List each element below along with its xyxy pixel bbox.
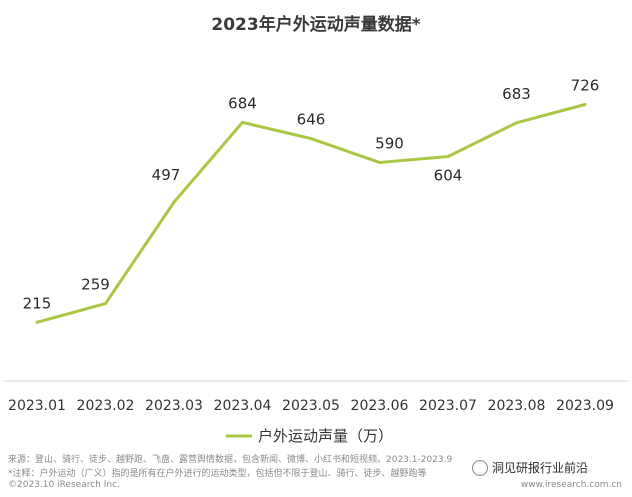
x-tick-label: 2023.09 (556, 398, 614, 414)
data-point (172, 200, 176, 204)
series-group: 215 259 497 684 646 590 604 683 726 (23, 76, 600, 324)
data-point (446, 154, 450, 158)
source-note: 来源：登山、骑行、徒步、越野跑、飞盘、露营舆情数据，包含新闻、微博、小红书和短视… (8, 455, 453, 465)
x-tick-label: 2023.05 (282, 398, 340, 414)
legend: 户外运动声量（万） (226, 427, 393, 445)
data-label: 497 (152, 166, 181, 184)
legend-label: 户外运动声量（万） (258, 427, 393, 445)
x-tick-label: 2023.04 (214, 398, 272, 414)
chart-title: 2023年户外运动声量数据* (211, 15, 421, 35)
x-tick-label: 2023.03 (145, 398, 203, 414)
copyright-note: ©2023.10 iResearch Inc. (8, 480, 120, 490)
data-label: 684 (228, 94, 257, 112)
data-point (583, 102, 587, 106)
x-tick-label: 2023.07 (419, 398, 477, 414)
data-label: 590 (375, 134, 404, 152)
data-point (378, 160, 381, 164)
data-point (241, 120, 244, 124)
data-label: 726 (571, 76, 600, 94)
x-tick-labels: 2023.01 2023.02 2023.03 2023.04 2023.05 2023.… (8, 398, 614, 414)
site-url: www.iresearch.com.cn (520, 480, 622, 490)
x-tick-label: 2023.02 (77, 398, 135, 414)
data-label: 259 (81, 276, 110, 294)
data-label: 604 (434, 166, 463, 184)
data-label: 646 (297, 111, 326, 129)
x-tick-label: 2023.08 (488, 398, 546, 414)
x-tick-label: 2023.01 (8, 398, 66, 414)
data-label: 215 (23, 294, 52, 312)
brand-logo-icon (472, 459, 488, 476)
data-point (35, 320, 39, 324)
data-point (104, 302, 107, 306)
x-tick-label: 2023.06 (351, 398, 409, 414)
definition-note: *注释：户外运动（广义）指的是所有在户外进行的运动类型，包括但不限于登山、骑行、… (8, 469, 427, 479)
data-point (515, 121, 518, 125)
data-point (309, 137, 313, 141)
brand-name: 洞见研报行业前沿 (492, 461, 589, 475)
data-label: 683 (502, 85, 531, 103)
brand-watermark: 洞见研报行业前沿 (472, 459, 588, 476)
